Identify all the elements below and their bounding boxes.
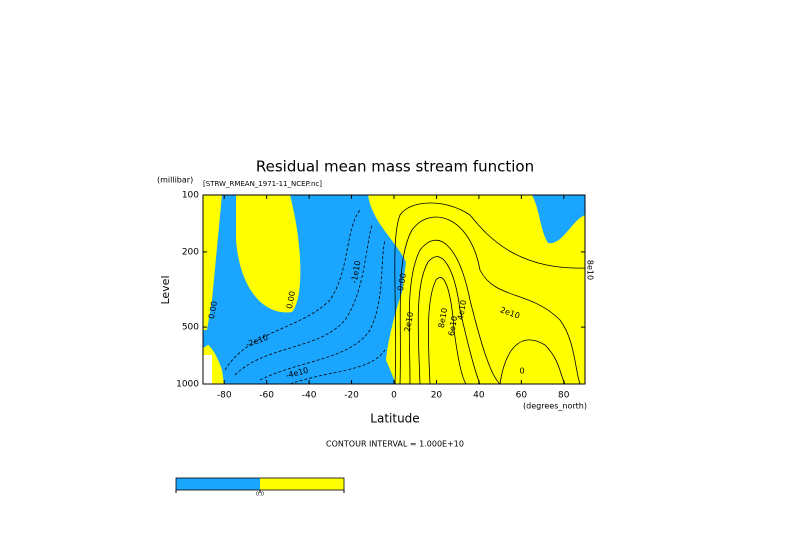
negative-region [203, 330, 210, 348]
y-tick-label: 200 [182, 247, 199, 257]
colorbar-positive [260, 478, 344, 490]
x-tick-label: -80 [217, 391, 232, 401]
x-tick-label: 40 [473, 391, 485, 401]
contour-line [234, 224, 373, 376]
colorbar-negative [176, 478, 260, 490]
colorbar-label: 0.0 [256, 492, 264, 498]
contour-label: 8e10 [437, 307, 449, 328]
contour-line [408, 239, 501, 385]
subtitle: [STRW_RMEAN_1971-11_NCEP.nc] [203, 180, 322, 188]
contour-label: 0.00 [207, 300, 219, 319]
y-axis-label: Level [159, 275, 172, 304]
x-tick-label: 80 [558, 391, 570, 401]
x-tick-label: 20 [431, 391, 443, 401]
y-unit: (millibar) [157, 176, 193, 185]
contour-line [399, 216, 581, 385]
contour-label: 8e10 [586, 260, 595, 280]
contour-line [499, 339, 566, 385]
x-tick-label: 0 [391, 391, 397, 401]
negative-region [532, 195, 585, 244]
contour-label: 2e10 [403, 311, 415, 332]
contour-label: 0 [519, 367, 524, 376]
contour-note: CONTOUR INTERVAL = 1.000E+10 [326, 440, 464, 449]
colorbar: 0.0 [175, 477, 345, 498]
chart-title: Residual mean mass stream function [256, 158, 534, 176]
contour-label: 0.00 [396, 272, 408, 291]
contour-label: -1e10 [350, 260, 363, 284]
y-tick-label: 500 [182, 323, 199, 333]
contour-label: 4e10 [456, 299, 468, 320]
contour-label: 6e10 [447, 315, 459, 336]
x-tick-label: -40 [302, 391, 317, 401]
contour-lines [224, 202, 586, 385]
negative-region [205, 195, 406, 384]
contour-label: 0.00 [285, 290, 297, 309]
contour-line [259, 239, 386, 381]
missing-region [203, 355, 212, 384]
y-tick-label: 1000 [176, 380, 199, 390]
x-tick-label: -60 [259, 391, 274, 401]
contour-line [417, 256, 481, 385]
contour-line [394, 202, 586, 385]
x-tick-label: 60 [516, 391, 528, 401]
plot-area [202, 194, 586, 385]
contour-line [427, 277, 467, 385]
x-unit: (degrees_north) [523, 402, 587, 411]
y-tick-label: 100 [182, 191, 199, 201]
contour-line [224, 209, 361, 371]
x-tick-label: -20 [344, 391, 359, 401]
x-axis-label: Latitude [370, 412, 419, 426]
